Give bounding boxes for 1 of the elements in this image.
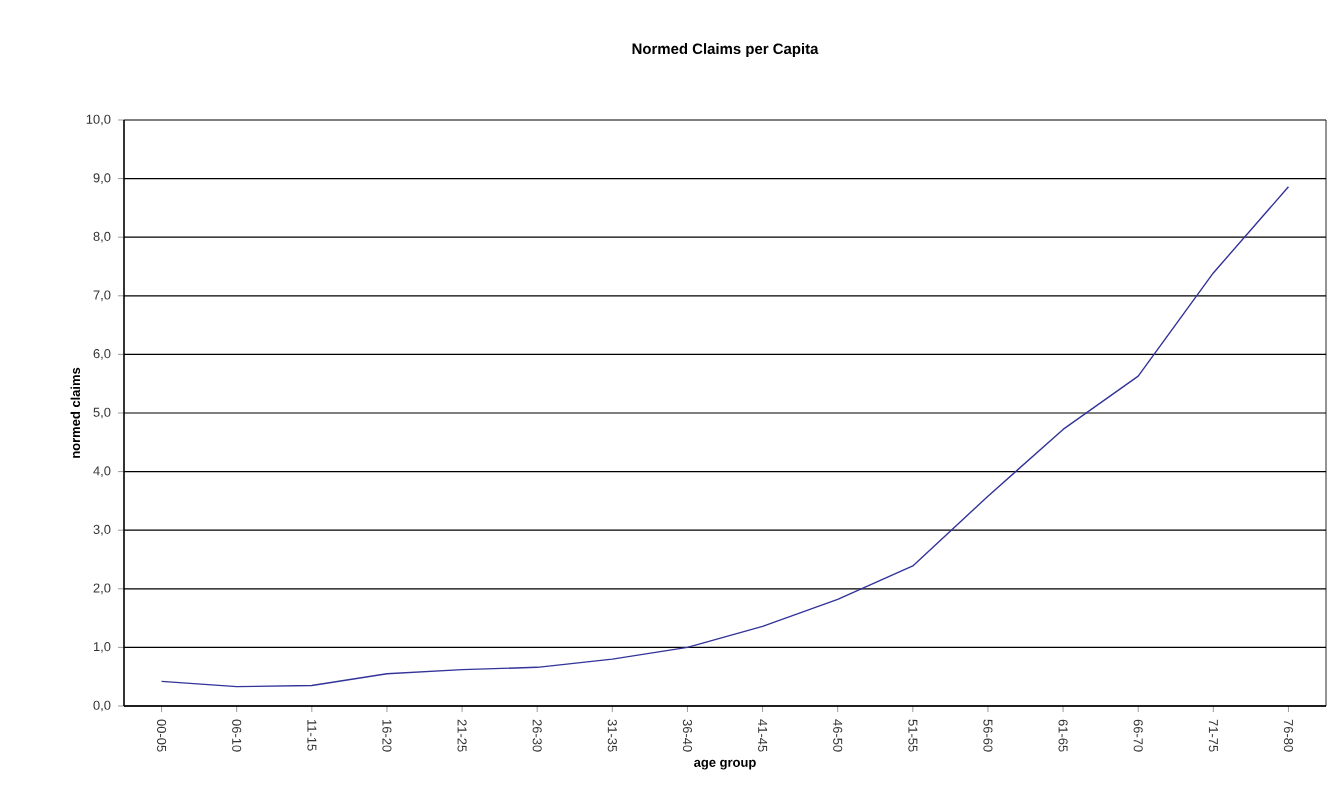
line-series: [160, 186, 1290, 688]
